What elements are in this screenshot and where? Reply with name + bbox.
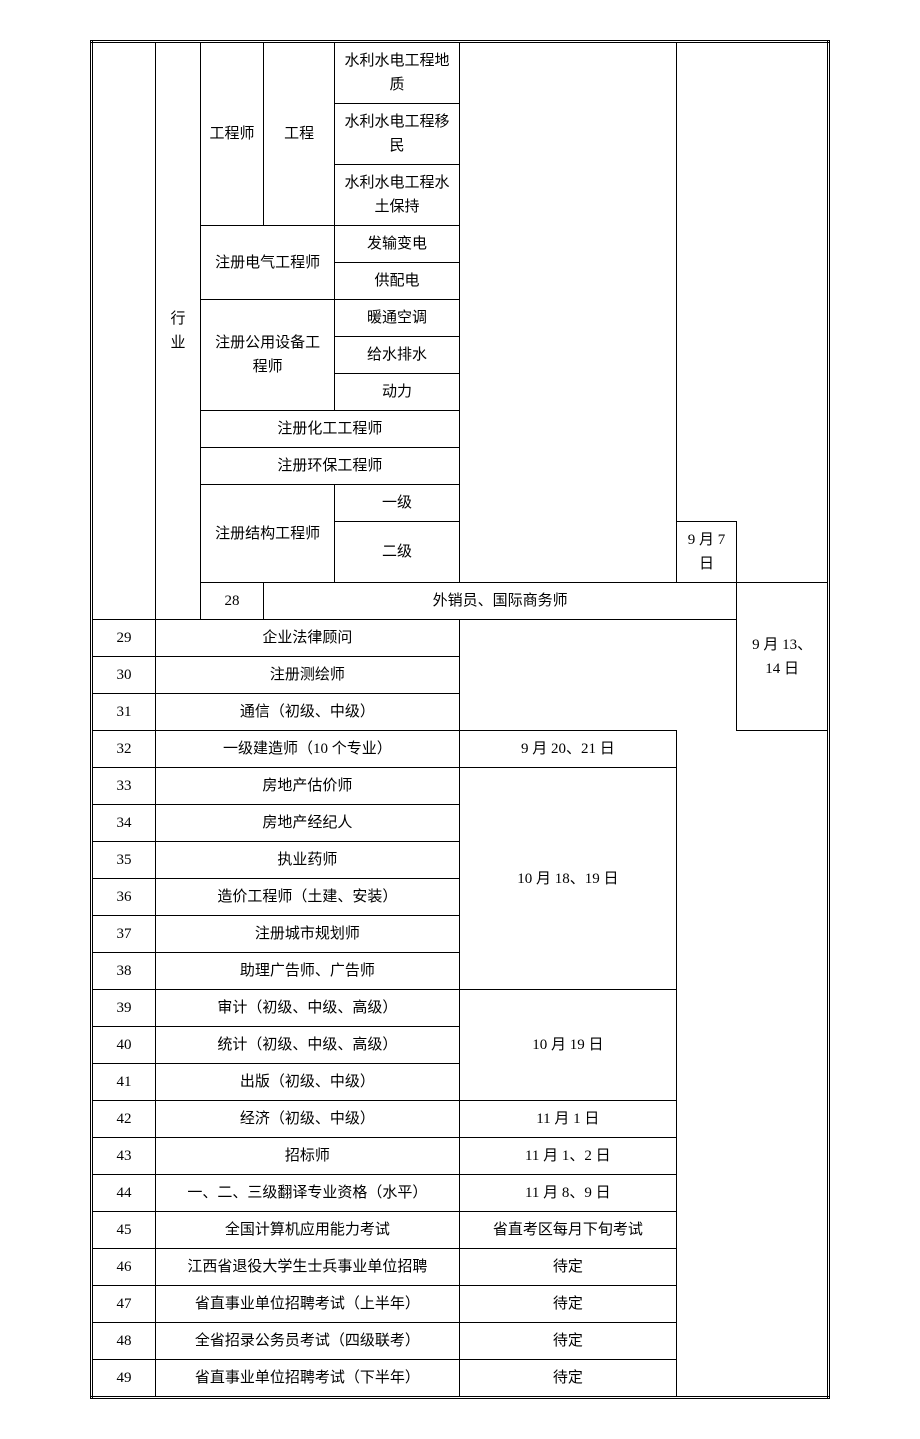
sep1314-cell: 9 月 13、14 日 [737,583,829,731]
num-cell: 28 [201,583,264,620]
table-row: 39 审计（初级、中级、高级） 10 月 19 日 [92,990,829,1027]
geology-cell: 水利水电工程地质 [335,42,460,104]
num-cell: 49 [92,1360,156,1398]
oct19-cell: 10 月 19 日 [459,990,676,1101]
telecom-cell: 通信（初级、中级） [156,694,460,731]
table-row: 48 全省招录公务员考试（四级联考） 待定 [92,1323,829,1360]
industry-label: 行业 [156,42,201,620]
table-row: 43 招标师 11 月 1、2 日 [92,1138,829,1175]
tbd-cell: 待定 [459,1286,676,1323]
table-row: 29 企业法律顾问 [92,620,829,657]
realestate-cell: 房地产估价师 [156,768,460,805]
num-cell: 39 [92,990,156,1027]
structural-label: 注册结构工程师 [201,485,335,583]
table-row: 30 注册测绘师 [92,657,829,694]
nov1-cell: 11 月 1 日 [459,1101,676,1138]
table-row: 33 房地产估价师 10 月 18、19 日 [92,768,829,805]
schedule-table: 行业 工程师 工程 水利水电工程地质 水利水电工程移民 水利水电工程水土保持 注… [90,40,830,1399]
envprotect-cell: 注册环保工程师 [201,448,460,485]
tbd-cell: 待定 [459,1323,676,1360]
statistics-cell: 统计（初级、中级、高级） [156,1027,460,1064]
oct1819-cell: 10 月 18、19 日 [459,768,676,990]
jiangxi-cell: 江西省退役大学生士兵事业单位招聘 [156,1249,460,1286]
bidding-cell: 招标师 [156,1138,460,1175]
empty-date [459,42,676,583]
schedule-table-container: 行业 工程师 工程 水利水电工程地质 水利水电工程移民 水利水电工程水土保持 注… [90,40,830,1399]
legal-cell: 企业法律顾问 [156,620,460,657]
num-cell: 32 [92,731,156,768]
tbd-cell: 待定 [459,1249,676,1286]
num-cell: 46 [92,1249,156,1286]
transmission-cell: 发输变电 [335,226,460,263]
audit-cell: 审计（初级、中级、高级） [156,990,460,1027]
level1-cell: 一级 [335,485,460,522]
advertising-cell: 助理广告师、广告师 [156,953,460,990]
civil-cell: 全省招录公务员考试（四级联考） [156,1323,460,1360]
economy-cell: 经济（初级、中级） [156,1101,460,1138]
chemical-cell: 注册化工工程师 [201,411,460,448]
table-row: 42 经济（初级、中级） 11 月 1 日 [92,1101,829,1138]
num-cell: 38 [92,953,156,990]
num-cell: 34 [92,805,156,842]
nov89-cell: 11 月 8、9 日 [459,1175,676,1212]
pharmacist-cell: 执业药师 [156,842,460,879]
realagent-cell: 房地产经纪人 [156,805,460,842]
table-row: 32 一级建造师（10 个专业） 9 月 20、21 日 [92,731,829,768]
waterdrain-cell: 给水排水 [335,337,460,374]
costeng-cell: 造价工程师（土建、安装） [156,879,460,916]
table-row: 45 全国计算机应用能力考试 省直考区每月下旬考试 [92,1212,829,1249]
electrical-label: 注册电气工程师 [201,226,335,300]
sep7-cell: 9 月 7 日 [676,522,736,583]
computer-cell: 全国计算机应用能力考试 [156,1212,460,1249]
table-row: 46 江西省退役大学生士兵事业单位招聘 待定 [92,1249,829,1286]
num-cell: 41 [92,1064,156,1101]
migrant-cell: 水利水电工程移民 [335,104,460,165]
num-cell: 30 [92,657,156,694]
constructor1-cell: 一级建造师（10 个专业） [156,731,460,768]
num-cell: 44 [92,1175,156,1212]
table-row: 49 省直事业单位招聘考试（下半年） 待定 [92,1360,829,1398]
empty-cell [92,42,156,620]
num-cell: 47 [92,1286,156,1323]
engineer-label: 工程师 [201,42,264,226]
publishing-cell: 出版（初级、中级） [156,1064,460,1101]
level2-cell: 二级 [335,522,460,583]
num-cell: 48 [92,1323,156,1360]
surveying-cell: 注册测绘师 [156,657,460,694]
num-cell: 29 [92,620,156,657]
num-cell: 42 [92,1101,156,1138]
provh1-cell: 省直事业单位招聘考试（上半年） [156,1286,460,1323]
cityplan-cell: 注册城市规划师 [156,916,460,953]
supply-cell: 供配电 [335,263,460,300]
publicequip-label: 注册公用设备工程师 [201,300,335,411]
exporter-cell: 外销员、国际商务师 [264,583,737,620]
num-cell: 35 [92,842,156,879]
hvac-cell: 暖通空调 [335,300,460,337]
power-cell: 动力 [335,374,460,411]
num-cell: 37 [92,916,156,953]
num-cell: 36 [92,879,156,916]
num-cell: 45 [92,1212,156,1249]
tbd-cell: 待定 [459,1360,676,1398]
engineering-label: 工程 [264,42,335,226]
sep2021-cell: 9 月 20、21 日 [459,731,676,768]
nov12-cell: 11 月 1、2 日 [459,1138,676,1175]
table-row: 44 一、二、三级翻译专业资格（水平） 11 月 8、9 日 [92,1175,829,1212]
table-row: 31 通信（初级、中级） [92,694,829,731]
num-cell: 33 [92,768,156,805]
table-row: 28 外销员、国际商务师 9 月 13、14 日 [92,583,829,620]
monthly-cell: 省直考区每月下旬考试 [459,1212,676,1249]
translation-cell: 一、二、三级翻译专业资格（水平） [156,1175,460,1212]
num-cell: 31 [92,694,156,731]
provh2-cell: 省直事业单位招聘考试（下半年） [156,1360,460,1398]
table-row: 行业 工程师 工程 水利水电工程地质 [92,42,829,104]
watersoil-cell: 水利水电工程水土保持 [335,165,460,226]
table-row: 47 省直事业单位招聘考试（上半年） 待定 [92,1286,829,1323]
num-cell: 40 [92,1027,156,1064]
num-cell: 43 [92,1138,156,1175]
